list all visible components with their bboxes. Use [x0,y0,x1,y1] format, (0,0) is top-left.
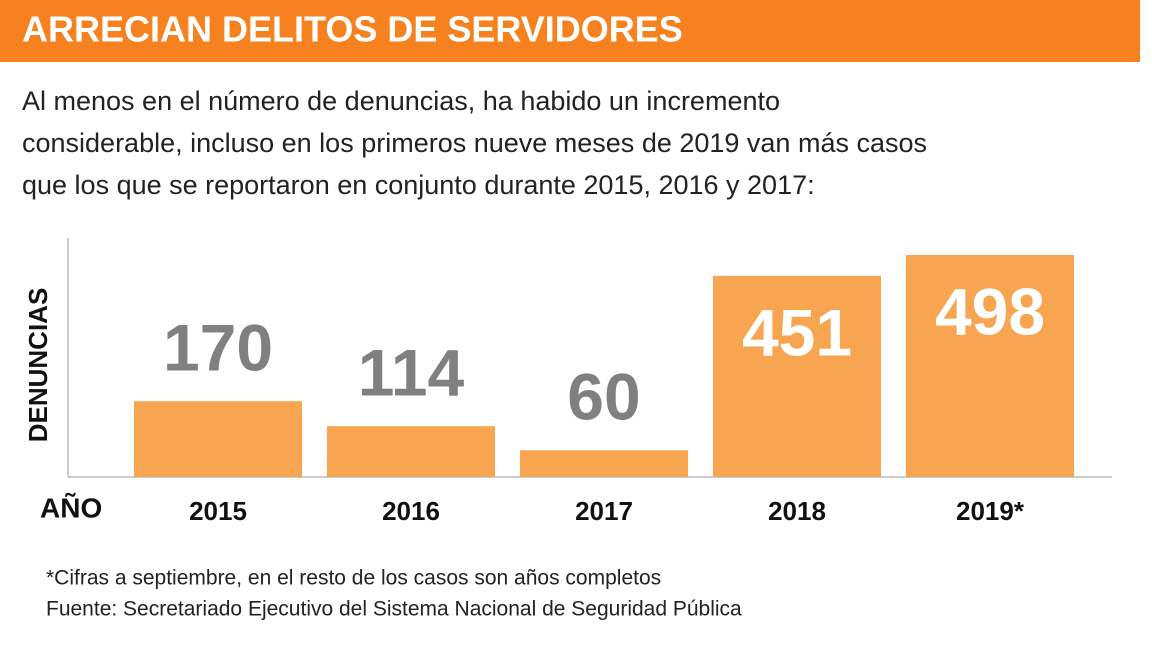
chart-title: ARRECIAN DELITOS DE SERVIDORES [22,9,683,50]
subtitle: que los que se reportaron en conjunto du… [22,170,815,200]
subtitle: considerable, incluso en los primeros nu… [22,128,927,158]
bar [906,255,1074,477]
x-axis-label: AÑO [40,492,102,523]
source: Fuente: Secretariado Ejecutivo del Siste… [46,598,742,621]
bar [520,450,688,477]
x-tick-label: 2015 [189,496,247,526]
x-tick-label: 2018 [768,496,826,526]
bar [327,426,495,477]
value-label: 114 [358,336,465,410]
x-tick-label: 2016 [382,496,440,526]
bar [713,275,881,477]
footnote: *Cifras a septiembre, en el resto de los… [46,567,661,590]
value-label: 170 [163,311,273,385]
value-label: 451 [742,295,852,369]
header-band [0,0,1140,62]
bar [134,401,302,477]
x-tick-label: 2017 [575,496,633,526]
subtitle: Al menos en el número de denuncias, ha h… [22,86,780,116]
value-label: 498 [935,274,1045,348]
x-tick-label: 2019* [956,496,1025,526]
y-axis-label: DENUNCIAS [23,288,53,443]
value-label: 60 [567,360,640,434]
